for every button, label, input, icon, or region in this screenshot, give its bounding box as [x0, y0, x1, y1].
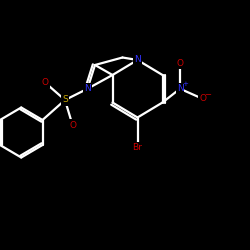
Text: S: S — [62, 96, 68, 104]
Text: O: O — [199, 94, 206, 103]
Text: N: N — [176, 84, 184, 93]
Text: N: N — [84, 84, 91, 93]
Text: O: O — [69, 120, 76, 130]
Text: N: N — [134, 56, 141, 64]
Text: −: − — [204, 90, 212, 100]
Text: +: + — [182, 81, 188, 87]
Text: Br: Br — [132, 143, 142, 152]
Text: O: O — [176, 59, 184, 68]
Text: O: O — [42, 78, 48, 87]
